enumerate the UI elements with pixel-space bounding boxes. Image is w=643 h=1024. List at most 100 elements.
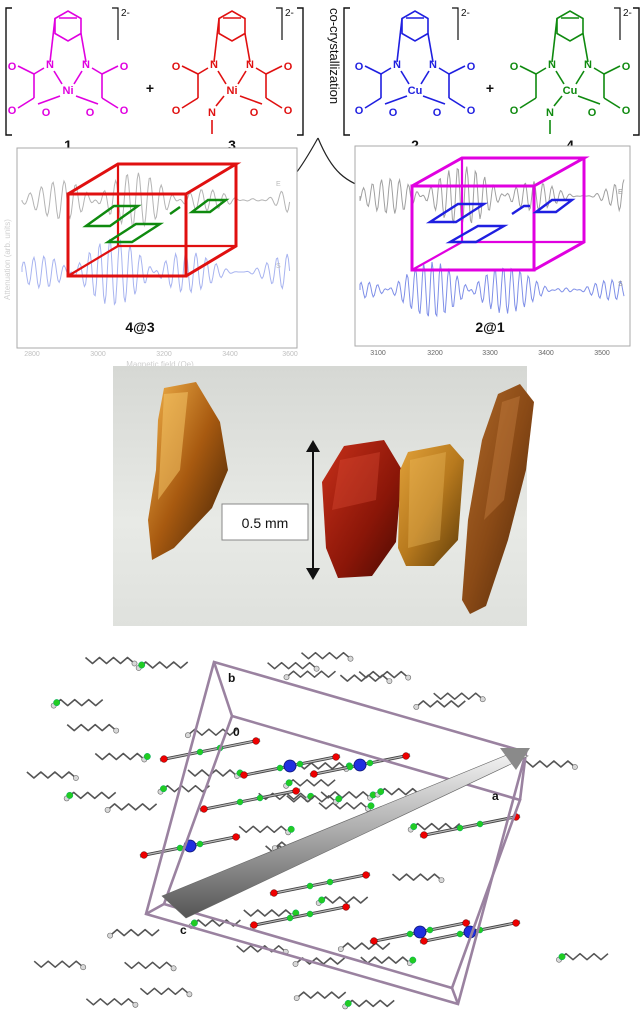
axis-label-c: c	[180, 923, 187, 937]
coord-bond	[37, 95, 61, 105]
right-bracket-group	[343, 7, 640, 136]
copper-atom	[413, 925, 427, 939]
nitrogen-atom	[377, 788, 385, 796]
atom-o: O	[433, 107, 442, 119]
coord-bond	[215, 95, 225, 107]
epr-left-frame	[16, 147, 298, 349]
bond	[519, 97, 537, 109]
nitrogen-atom	[143, 753, 151, 760]
nitrogen-atom	[326, 878, 334, 886]
bond	[448, 65, 466, 75]
carbon-atom	[386, 678, 393, 684]
carbon-atom	[292, 961, 299, 967]
nitrogen-atom	[426, 926, 434, 934]
atom-n: N	[210, 59, 218, 71]
alkyl-chain	[525, 760, 576, 768]
nitrogen-atom	[176, 844, 184, 852]
bond	[101, 97, 119, 109]
bond	[364, 97, 382, 109]
atom-o: O	[86, 107, 95, 119]
bond	[49, 18, 56, 63]
alkyl-chain	[344, 999, 395, 1008]
atom-o: O	[172, 61, 181, 73]
nitrogen-atom	[456, 824, 464, 832]
nitrogen-atom	[287, 825, 295, 833]
alkyl-chain	[139, 987, 190, 996]
structure-diagonal-arrow	[161, 751, 529, 919]
charge-bracket-4: 2-	[614, 7, 632, 40]
carbon-atom	[313, 665, 320, 672]
carbon-atom	[184, 732, 191, 739]
carbon-atom	[405, 674, 412, 681]
axis-label-a: a	[492, 789, 499, 803]
atom-o: O	[250, 107, 259, 119]
atom-o: O	[510, 105, 519, 117]
epr-left-ylabel: Attenuation (arb. units)	[3, 219, 12, 300]
structure-unit-cell	[144, 660, 528, 1006]
right-open-bracket	[343, 7, 350, 136]
crystal-brown-highlight	[484, 396, 520, 520]
compound-label-4: 4	[566, 137, 574, 153]
complex-backbone-highlight	[199, 789, 301, 811]
nitrogen-atom	[476, 820, 484, 828]
nitrogen-atom	[306, 910, 314, 918]
bond	[265, 97, 283, 109]
charge-bracket-1: 2-	[112, 7, 130, 40]
nitrogen-atom	[409, 956, 417, 964]
scale-label-box	[221, 503, 309, 541]
atom-o: O	[389, 107, 398, 119]
atom-n: N	[429, 59, 437, 71]
charge-label: 2-	[461, 8, 470, 19]
alkyl-chain	[159, 784, 211, 793]
atom-o: O	[355, 105, 364, 117]
charge-label: 2-	[623, 8, 632, 19]
carbon-atom	[283, 674, 290, 681]
crystal-photo: 0.5 mm	[113, 366, 534, 626]
atom-o: O	[355, 61, 364, 73]
nitrogen-atom	[138, 661, 146, 669]
guest-planes-right	[425, 198, 576, 244]
oxygen-atom	[250, 921, 258, 929]
metal-complex	[419, 813, 521, 839]
nitrogen-atom	[190, 919, 198, 927]
oxygen-atom	[512, 919, 520, 927]
coord-bond	[400, 70, 410, 85]
coord-bond	[53, 70, 63, 85]
oxygen-atom	[402, 752, 410, 760]
nitrogen-atom	[53, 699, 61, 707]
metal-complex	[159, 737, 261, 763]
oxygen-atom	[160, 755, 168, 763]
bond	[265, 65, 283, 75]
atom-o: O	[172, 105, 181, 117]
coord-bond	[237, 70, 247, 85]
complex-backbone-highlight	[249, 905, 351, 927]
plus-sign-left: +	[146, 80, 154, 96]
charge-bracket	[276, 7, 283, 40]
carbon-atom	[347, 655, 354, 662]
coord-bond	[420, 70, 430, 85]
alkyl-chain	[124, 961, 175, 970]
structure-arrow-head	[500, 748, 530, 770]
bond	[427, 33, 434, 63]
atom-o: O	[8, 105, 17, 117]
epr-left-tick: 3400	[222, 351, 238, 358]
molecule-1: N N Ni O O O O O O	[8, 10, 129, 119]
benzene-ring	[401, 10, 429, 42]
nitrogen-atom	[66, 791, 74, 799]
epr-left-label-s: S	[276, 263, 281, 270]
alkyl-chain	[258, 792, 309, 801]
alkyl-chain	[236, 945, 287, 953]
bond	[364, 65, 382, 75]
left-open-bracket	[5, 7, 12, 136]
alkyl-chain	[267, 661, 318, 670]
epr-right-tick: 3200	[427, 350, 443, 357]
alkyl-chain	[296, 762, 347, 770]
alkyl-chain	[296, 991, 347, 999]
charge-bracket	[614, 7, 621, 40]
coord-bond	[422, 95, 446, 105]
carbon-atom	[80, 964, 87, 971]
coord-bond	[73, 70, 83, 85]
copper-atom	[283, 759, 297, 773]
carbon-atom	[413, 704, 420, 710]
epr-right-sample-label: 2@1	[475, 319, 504, 335]
